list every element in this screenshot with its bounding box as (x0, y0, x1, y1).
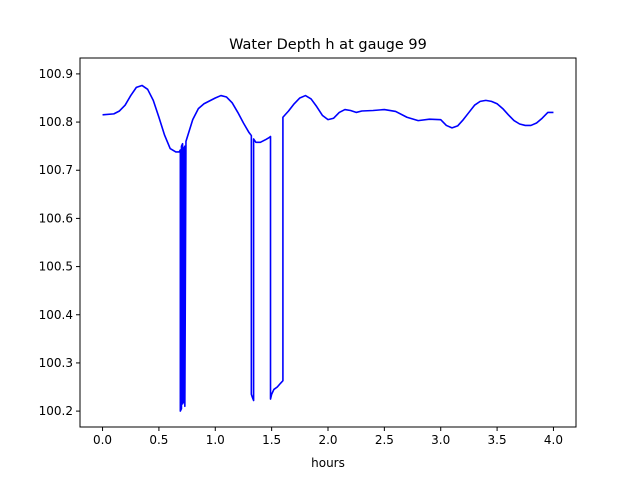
x-tick-label: 3.5 (488, 433, 507, 447)
x-tick-label: 3.0 (431, 433, 450, 447)
y-tick-label: 100.5 (39, 260, 73, 274)
x-tick-label: 0.5 (149, 433, 168, 447)
x-tick-label: 2.5 (375, 433, 394, 447)
data-series-layer (102, 84, 554, 412)
y-tick-label: 100.6 (39, 211, 73, 225)
x-tick-label: 1.0 (206, 433, 225, 447)
x-tick-label: 0.0 (93, 433, 112, 447)
chart-title: Water Depth h at gauge 99 (229, 37, 427, 53)
x-axis-label: hours (311, 456, 345, 470)
y-tick-label: 100.4 (39, 308, 73, 322)
y-tick-label: 100.3 (39, 356, 73, 370)
y-tick-label: 100.7 (39, 163, 73, 177)
y-tick-label: 100.9 (39, 67, 73, 81)
x-tick-label: 1.5 (262, 433, 281, 447)
x-tick-label: 4.0 (544, 433, 563, 447)
x-tick-label: 2.0 (318, 433, 337, 447)
y-tick-label: 100.2 (39, 404, 73, 418)
y-axis: 100.2 100.3 100.4 100.5 100.6 100.7 100.8 100.9 (39, 67, 80, 418)
x-axis: 0.0 0.5 1.0 1.5 2.0 2.5 3.0 3.5 4.0 (93, 427, 563, 447)
series-line-0 (102, 84, 554, 412)
y-tick-label: 100.8 (39, 115, 73, 129)
